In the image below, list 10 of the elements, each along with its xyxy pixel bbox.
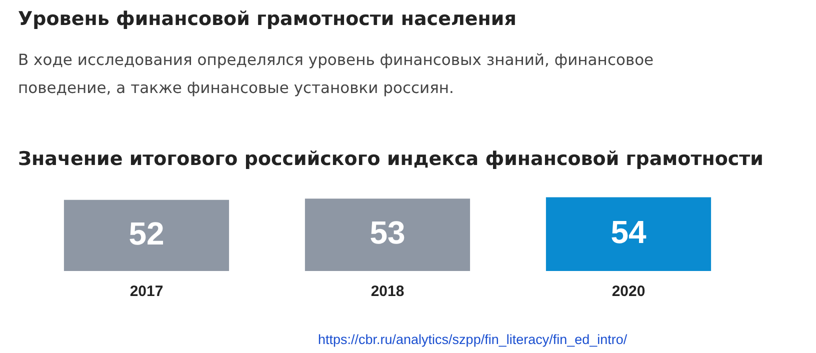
x-tick-label: 2020	[612, 283, 646, 300]
data-label: 54	[610, 214, 646, 250]
data-label: 53	[370, 214, 406, 251]
chart-title: Уровень финансовой грамотности населения	[18, 8, 516, 30]
data-label: 52	[128, 215, 164, 252]
x-tick-label: 2018	[370, 283, 404, 300]
chart-subtitle: В ходе исследования определялся уровень финансовых знаний, финансовое поведение, а также финансовые установки россиян.	[18, 50, 655, 99]
text: Значение итогового российского индекса финансовой грамотности	[18, 148, 764, 170]
x-tick-label: 2017	[130, 283, 164, 300]
text: https://cbr.ru/analytics/szpp/fin_literacy/fin_ed_intro/	[318, 332, 628, 347]
